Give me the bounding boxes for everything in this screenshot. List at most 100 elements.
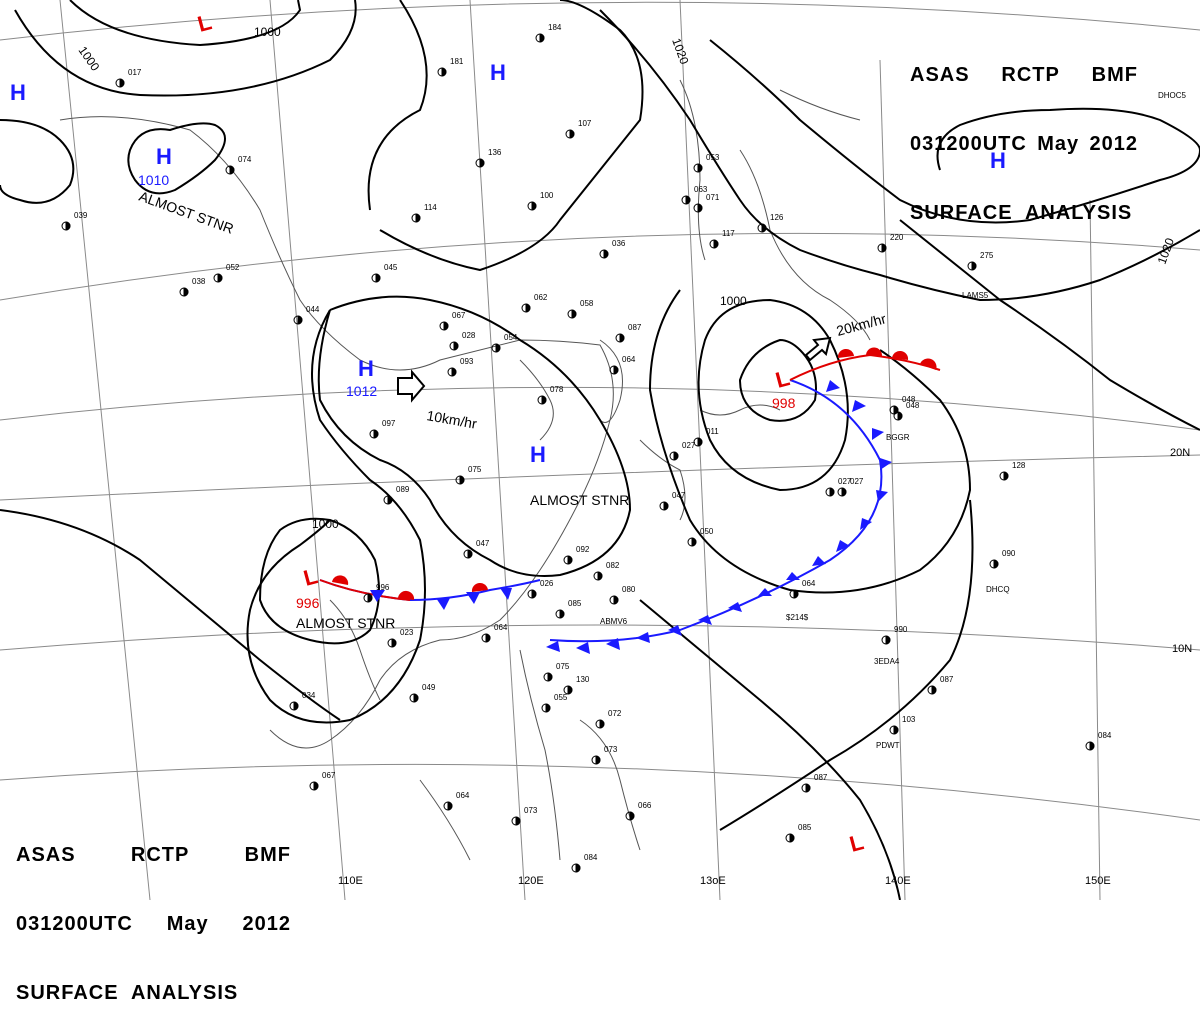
cloud-cover-fill <box>374 430 378 438</box>
low-center-value: 998 <box>772 395 796 411</box>
station-id: BGGR <box>886 433 910 442</box>
grid-labels: 110E 120E 13oE 140E 150E 20N 10N <box>338 447 1192 887</box>
cloud-cover-fill <box>218 274 222 282</box>
station-value: 074 <box>238 155 252 164</box>
cloud-cover-fill <box>184 288 188 296</box>
station-id: PDWT <box>876 741 900 750</box>
title-time: 031200UTC <box>16 913 133 936</box>
cloud-cover-fill <box>600 720 604 728</box>
isobar-east-lower <box>900 220 1200 430</box>
lon-label: 13oE <box>700 875 726 887</box>
cloud-cover-fill <box>698 164 702 172</box>
isobar-label: 1020 <box>1155 236 1177 266</box>
cloud-cover-fill <box>1090 742 1094 750</box>
station-value: 103 <box>902 715 916 724</box>
cloud-cover-fill <box>66 222 70 230</box>
station-value: 011 <box>706 427 719 436</box>
title-agency: ASAS <box>910 64 970 87</box>
low-center-note: ALMOST STNR <box>296 615 395 631</box>
title-year: 2012 <box>1090 133 1139 156</box>
station-value: 058 <box>580 299 594 308</box>
cloud-cover-fill <box>314 782 318 790</box>
lon-label: 120E <box>518 875 544 887</box>
station-value: 017 <box>128 68 142 77</box>
low-center-symbol: L <box>195 9 214 37</box>
station-value: 026 <box>540 579 554 588</box>
cloud-cover-fill <box>442 68 446 76</box>
station-value: 075 <box>556 662 570 671</box>
cloud-cover-fill <box>604 250 608 258</box>
high-center-note: ALMOST STNR <box>137 188 236 237</box>
station-value: 073 <box>604 745 618 754</box>
cloud-cover-fill <box>794 590 798 598</box>
cloud-cover-fill <box>806 784 810 792</box>
title-station: RCTP <box>1001 64 1059 87</box>
station-value: 082 <box>606 561 620 570</box>
station-value: 084 <box>1098 731 1112 740</box>
cloud-cover-fill <box>230 166 234 174</box>
station-value: 128 <box>1012 461 1026 470</box>
station-value: 072 <box>608 709 622 718</box>
station-value: 039 <box>74 211 88 220</box>
cloud-cover-fill <box>570 130 574 138</box>
cloud-cover-fill <box>546 704 550 712</box>
cloud-cover-fill <box>972 262 976 270</box>
isobar-label: 1000 <box>254 25 281 39</box>
cloud-cover-fill <box>630 812 634 820</box>
cloud-cover-fill <box>480 159 484 167</box>
station-value: 085 <box>568 599 582 608</box>
lon-label: 110E <box>338 875 363 887</box>
title-agency: ASAS <box>16 844 76 867</box>
cloud-cover-fill <box>842 488 846 496</box>
station-value: 023 <box>400 628 414 637</box>
cloud-cover-fill <box>486 634 490 642</box>
station-value: 047 <box>476 539 490 548</box>
cloud-cover-fill <box>120 79 124 87</box>
station-value: 275 <box>980 251 994 260</box>
station-id: DHOC5 <box>1158 91 1187 100</box>
title-block-bottom: ASAS RCTP BMF 031200UTC May 2012 SURFACE… <box>16 798 291 1028</box>
isobar-south-outer <box>720 500 973 830</box>
cloud-cover-fill <box>540 34 544 42</box>
cloud-cover-fill <box>898 412 902 420</box>
high-center-symbol: H <box>10 80 26 105</box>
cloud-cover-fill <box>496 344 500 352</box>
lon-label: 140E <box>885 875 911 887</box>
cloud-cover-fill <box>698 438 702 446</box>
cloud-cover-fill <box>882 244 886 252</box>
cloud-cover-fill <box>542 396 546 404</box>
cloud-cover-fill <box>568 686 572 694</box>
station-value: 087 <box>940 675 954 684</box>
isobar-southeast <box>640 600 900 900</box>
high-center-value: 1010 <box>138 172 169 188</box>
high-center-symbol: H <box>490 60 506 85</box>
station-value: 073 <box>524 806 538 815</box>
cloud-cover-fill <box>830 488 834 496</box>
isobar-label: 1000 <box>76 44 103 74</box>
cloud-cover-fill <box>516 817 520 825</box>
cloud-cover-fill <box>994 560 998 568</box>
cloud-cover-fill <box>932 686 936 694</box>
station-value: 054 <box>504 333 518 342</box>
station-value: 084 <box>584 853 598 862</box>
station-value: 126 <box>770 213 784 222</box>
title-month: May <box>167 913 209 936</box>
station-value: 048 <box>906 401 920 410</box>
lon-label: 150E <box>1085 875 1111 887</box>
isobar-label: 1000 <box>312 517 339 531</box>
cloud-cover-fill <box>460 476 464 484</box>
title-product: SURFACE ANALYSIS <box>910 202 1138 225</box>
high-center-symbol: H <box>358 356 374 381</box>
station-value: 181 <box>450 57 464 66</box>
station-value: 107 <box>578 119 592 128</box>
station-value: 087 <box>628 323 642 332</box>
station-value: 090 <box>1002 549 1016 558</box>
cloud-cover-fill <box>444 322 448 330</box>
station-value: 184 <box>548 23 562 32</box>
station-value: 044 <box>306 305 320 314</box>
isobar-label: 1020 <box>669 36 691 66</box>
cloud-cover-fill <box>614 366 618 374</box>
station-value: 067 <box>452 311 466 320</box>
cloud-cover-fill <box>368 594 372 602</box>
cloud-cover-fill <box>452 368 456 376</box>
